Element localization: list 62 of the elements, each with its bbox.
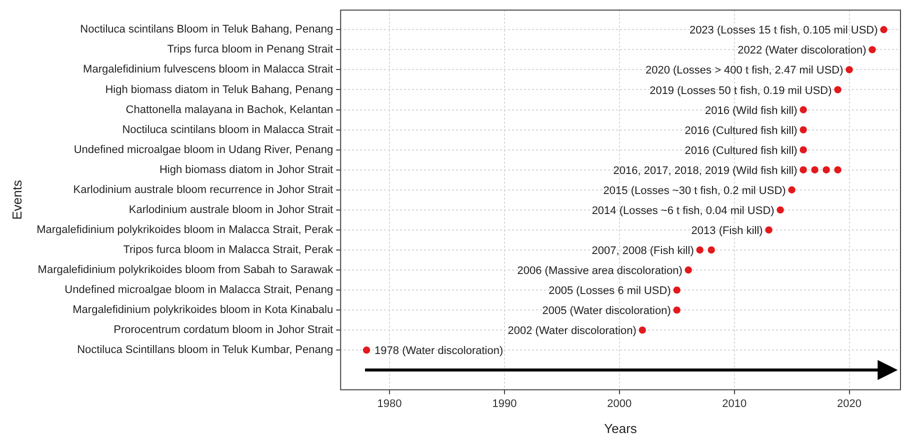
- point: [834, 86, 842, 94]
- point: [684, 266, 692, 274]
- x-tick-label: 1990: [492, 398, 517, 410]
- point: [638, 326, 646, 334]
- y-tick-label: High biomass diatom in Johor Strait: [159, 164, 334, 176]
- y-tick-label: Chattonella malayana in Bachok, Kelantan: [126, 104, 334, 116]
- point: [800, 126, 807, 134]
- y-tick-label: Margalefidinium polykrikoides bloom from Sabah to Sarawak: [38, 264, 334, 276]
- annotation: 2016, 2017, 2018, 2019 (Wild fish kill): [613, 164, 798, 177]
- x-tick-label: 2020: [837, 398, 862, 410]
- y-axis-title: Events: [9, 180, 24, 220]
- y-tick-label: Noctiluca scintilans bloom in Malacca Strait: [122, 124, 334, 136]
- y-tick-label: Margalefidinium polykrikoides bloom in Malacca Strait, Perak: [36, 224, 334, 236]
- annotation: 2015 (Losses ~30 t fish, 0.2 mil USD): [603, 184, 786, 197]
- y-tick-label: Margalefidinium polykrikoides bloom in Kota Kinabalu: [72, 304, 334, 316]
- y-tick-label: Undefined microalgae bloom in Malacca Strait, Penang: [64, 284, 334, 296]
- annotation: 2005 (Water discoloration): [542, 305, 671, 318]
- point: [673, 286, 680, 294]
- annotation: 2016 (Cultured fish kill): [684, 124, 798, 137]
- point: [800, 146, 807, 154]
- annotation: 2007, 2008 (Fish kill): [592, 245, 694, 258]
- point: [822, 166, 830, 174]
- annotation: 2020 (Losses > 400 t fish, 2.47 mil USD): [645, 64, 844, 77]
- y-tick-label: Margalefidinium fulvescens bloom in Malacca Strait: [83, 64, 334, 76]
- y-tick-label: Undefined microalgae bloom in Udang River, Penang: [74, 144, 334, 156]
- annotation: 1978 (Water discoloration): [374, 345, 504, 358]
- point: [868, 46, 876, 54]
- x-tick-label: 2000: [607, 398, 632, 410]
- annotation: 2014 (Losses ~6 t fish, 0.04 mil USD): [592, 204, 774, 217]
- y-tick-label: Noctiluca Scintillans bloom in Teluk Kumbar, Penang: [77, 344, 334, 356]
- annotation: 2013 (Fish kill): [691, 224, 763, 237]
- point: [696, 246, 704, 254]
- point: [362, 346, 370, 354]
- point: [834, 166, 842, 174]
- y-tick-label: Trips furca bloom in Penang Strait: [167, 44, 334, 56]
- point: [765, 226, 772, 234]
- point: [776, 206, 784, 214]
- annotation: 2006 (Massive area discoloration): [517, 265, 682, 278]
- y-tick-label: Prorocentrum cordatum bloom in Johor Strait: [114, 324, 334, 336]
- point: [788, 186, 796, 194]
- y-tick-label: Tripos furca bloom in Malacca Strait, Perak: [123, 244, 334, 256]
- x-tick-label: 1980: [377, 398, 402, 410]
- point: [673, 306, 680, 314]
- y-tick-label: Karlodinium australe bloom in Johor Strait: [128, 204, 334, 216]
- point: [880, 26, 888, 34]
- y-tick-label: High biomass diatom in Teluk Bahang, Penang: [105, 84, 334, 96]
- annotation: 2016 (Wild fish kill): [704, 104, 798, 117]
- annotation: 2022 (Water discoloration): [738, 44, 866, 57]
- point: [708, 246, 715, 254]
- y-tick-label: Karlodinium australe bloom recurrence in Johor Strait: [73, 184, 334, 196]
- y-tick-label: Noctiluca scintilans Bloom in Teluk Bahang, Penang: [80, 24, 334, 36]
- point: [846, 66, 853, 74]
- x-tick-label: 2010: [722, 398, 747, 410]
- annotation: 2005 (Losses 6 mil USD): [548, 285, 671, 298]
- point: [800, 166, 807, 174]
- annotation: 2019 (Losses 50 t fish, 0.19 mil USD): [650, 84, 832, 97]
- annotation: 2002 (Water discoloration): [508, 325, 636, 338]
- point: [811, 166, 818, 174]
- x-axis-title: Years: [604, 420, 638, 436]
- annotation: 2016 (Cultured fish kill): [684, 144, 798, 157]
- annotation: 2023 (Losses 15 t fish, 0.105 mil USD): [689, 24, 878, 37]
- point: [800, 106, 807, 114]
